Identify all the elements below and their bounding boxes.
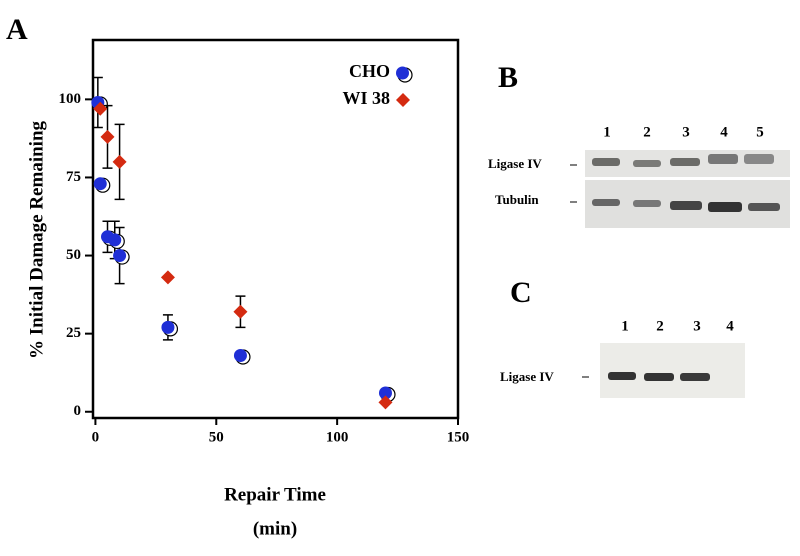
x-tick-label: 100 [326,429,349,445]
blot-row-label: Ligase IV [500,369,554,384]
point [160,270,175,285]
y-tick-label: 25 [66,325,81,341]
point [233,349,247,363]
x-tick-label: 50 [209,429,224,445]
point [93,101,108,116]
y-axis-label: % Initial Damage Remaining [26,120,47,359]
point [378,395,393,410]
blot-row-label: Tubulin [495,192,539,207]
point [161,320,175,334]
legend-label: CHO [349,61,390,81]
blot [585,150,790,228]
legend-marker [396,93,410,107]
x-axis-label: (min) [253,518,297,539]
point [378,386,392,400]
point [93,177,107,191]
y-tick-label: 75 [66,169,81,185]
lane-label: 4 [726,318,734,334]
y-tick-label: 50 [66,247,81,263]
lane-label: 1 [603,124,611,140]
lane-label: 3 [693,318,701,334]
point [113,249,127,263]
lane-label: 2 [656,318,664,334]
x-axis-label: Repair Time [224,484,326,505]
point [100,129,115,144]
legend-marker [396,66,409,80]
panel-label: B [498,61,518,94]
lane-label: 2 [643,124,651,140]
panel-label: A [6,13,28,46]
blot [600,343,745,398]
point [233,304,248,319]
lane-label: 1 [621,318,629,334]
y-tick-label: 0 [74,403,82,419]
lane-label: 4 [720,124,728,140]
point [108,233,122,247]
lane-label: 3 [682,124,690,140]
blot-row-label: Ligase IV [488,156,542,171]
x-tick-label: 150 [447,429,470,445]
panel-label: C [510,276,532,309]
plot-frame [91,38,460,420]
y-tick-label: 100 [59,91,82,107]
point [112,154,127,169]
lane-label: 5 [756,124,764,140]
legend-label: WI 38 [342,88,390,108]
x-tick-label: 0 [92,429,100,445]
